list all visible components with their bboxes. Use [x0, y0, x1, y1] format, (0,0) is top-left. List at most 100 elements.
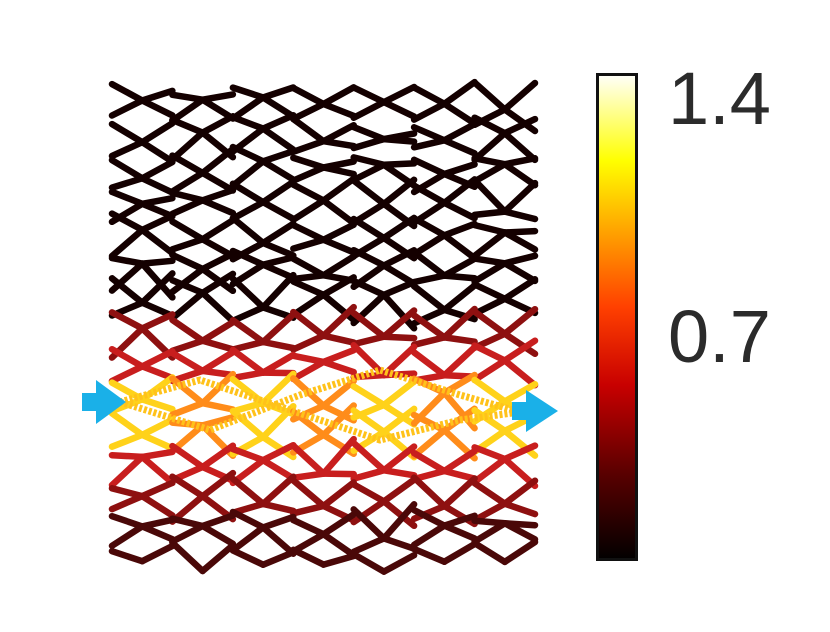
fiber-segment: [441, 389, 478, 432]
fiber-segment: [138, 396, 176, 413]
fiber-segment: [138, 270, 176, 306]
fiber-segment: [380, 307, 418, 340]
fiber-segment: [441, 232, 478, 262]
fiber-segment: [259, 311, 297, 346]
fiber-segment: [501, 160, 539, 189]
fiber-segment: [350, 161, 388, 184]
fiber-segment: [199, 522, 237, 548]
fiber-segment: [229, 375, 267, 407]
fiber-segment: [410, 522, 448, 549]
fiber-segment: [320, 358, 357, 376]
fiber-segment: [350, 84, 388, 106]
fiber-segment: [501, 115, 539, 137]
fiber-segment: [290, 221, 327, 244]
fiber-segment: [108, 175, 146, 191]
fiber-segment: [199, 337, 237, 353]
fiber-segment: [290, 181, 327, 204]
fiber-segment: [320, 431, 357, 458]
fiber-segment: [471, 229, 509, 260]
fiber-segment: [320, 221, 357, 244]
fiber-segment: [501, 179, 539, 215]
fiber-segment: [259, 524, 297, 557]
fiber-segment: [169, 515, 206, 530]
fiber-segment: [138, 542, 176, 565]
fiber-segment: [290, 84, 327, 108]
fiber-segment: [410, 467, 448, 483]
fiber-segment: [108, 254, 146, 267]
fiber-segment: [441, 272, 478, 282]
fiber-segment: [471, 455, 509, 486]
fiber-segment: [350, 383, 388, 409]
fiber-segment: [259, 147, 297, 165]
fiber-segment: [471, 407, 509, 435]
fiber-segment: [441, 137, 478, 157]
fiber-segment: [229, 475, 267, 508]
fiber-segment: [441, 512, 478, 529]
fiber-segment: [138, 97, 176, 119]
fiber-segment: [350, 506, 388, 542]
fiber-segment: [290, 100, 327, 123]
fiber-segment: [229, 275, 267, 311]
fiber-segment: [380, 405, 418, 436]
fiber-segment: [410, 545, 448, 565]
fiber-segment: [229, 214, 267, 247]
fiber-segment: [259, 94, 297, 120]
fiber-segment: [169, 169, 206, 195]
fiber-segment: [471, 255, 509, 267]
fiber-segment: [501, 538, 539, 566]
fiber-segment: [229, 338, 267, 353]
fiber-segment: [199, 113, 237, 136]
fiber-segment: [108, 431, 146, 450]
colorbar-tick-max: 1.4: [668, 57, 771, 140]
fiber-segment: [441, 343, 478, 379]
hot-fiber-path: [119, 376, 521, 444]
fiber-segment: [501, 252, 539, 267]
fiber-segment: [501, 276, 539, 303]
fiber-segment: [138, 226, 176, 257]
fiber-segment: [229, 547, 267, 568]
fiber-segment: [169, 265, 206, 296]
fiber-segment: [229, 369, 267, 382]
fiber-segment: [320, 100, 357, 120]
fiber-segment: [410, 312, 448, 341]
fiber-segment: [410, 100, 448, 123]
fiber-segment: [199, 250, 237, 273]
fiber-segment: [199, 216, 237, 243]
fiber-segment: [471, 221, 509, 236]
fiber-segment: [380, 291, 418, 332]
fiber-segment: [441, 522, 478, 542]
fiber-segment: [138, 431, 176, 452]
fiber-segment: [471, 308, 509, 338]
fiber-segment: [199, 186, 237, 204]
fiber-segment: [169, 316, 206, 345]
fiber-segment: [471, 520, 509, 545]
fiber-segment: [441, 467, 478, 482]
fiber-segment: [441, 405, 478, 434]
fiber-segment: [290, 308, 327, 339]
fiber-segment: [138, 212, 176, 234]
fiber-segment: [350, 481, 388, 505]
fiber-segment: [501, 442, 539, 463]
fiber-segment: [199, 197, 237, 217]
fiber-segment: [471, 260, 509, 285]
fiber-segment: [169, 473, 206, 500]
colorbar: [596, 73, 638, 561]
fiber-segment: [290, 332, 327, 353]
fiber-segment: [290, 470, 327, 482]
fiber-segment: [410, 182, 448, 207]
fiber-segment: [441, 120, 478, 144]
fiber-segment: [138, 119, 176, 146]
fiber-segment: [290, 154, 327, 171]
fiber-segment: [441, 502, 478, 528]
fiber-segment: [320, 175, 357, 204]
fiber-segment: [138, 257, 176, 267]
fiber-segment: [501, 79, 539, 113]
fiber-segment: [290, 358, 327, 383]
fiber-segment: [320, 164, 357, 178]
fiber-segment: [290, 115, 327, 145]
fiber-segment: [320, 332, 357, 346]
fiber-segment: [108, 97, 146, 119]
fiber-segment: [290, 375, 327, 410]
fiber-segment: [350, 342, 388, 379]
